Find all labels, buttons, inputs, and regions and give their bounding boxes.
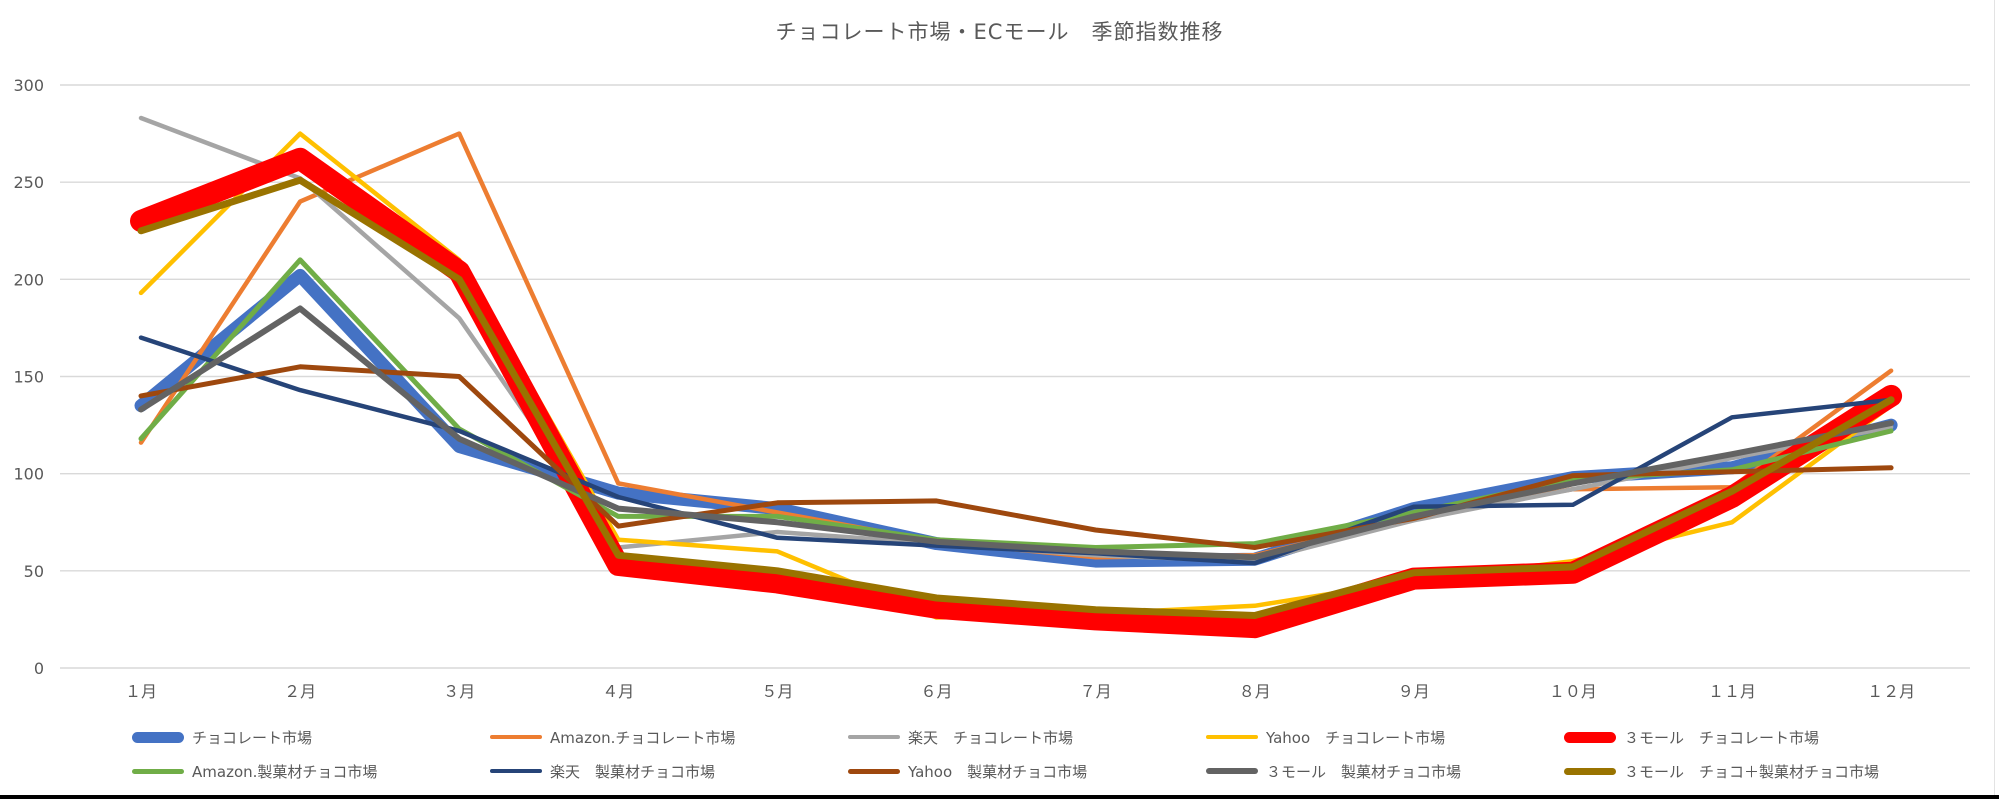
legend-item-5[interactable]: Amazon.製菓材チョコ市場 [132,762,378,781]
legend-label-9: ３モール チョコ＋製菓材チョコ市場 [1624,762,1880,781]
x-tick-label-9: ９月 [1398,682,1430,701]
chart-right-edge [1994,0,1995,795]
series-line-9[interactable] [137,176,1895,619]
legend-marker-icon-0 [132,731,184,743]
legend-label-6: 楽天 製菓材チョコ市場 [550,762,716,781]
x-tick-label-1: １月 [125,682,157,701]
legend-item-3[interactable]: Yahoo チョコレート市場 [1206,728,1446,747]
series-line-7[interactable] [138,364,1894,550]
x-tick-label-5: ５月 [761,682,793,701]
y-tick-label-100: 100 [13,465,44,484]
legend-label-3: Yahoo チョコレート市場 [1266,728,1446,747]
legend-marker-icon-7 [848,768,900,774]
x-tick-label-11: １１月 [1708,682,1756,701]
y-tick-label-250: 250 [13,173,44,192]
legend-item-6[interactable]: 楽天 製菓材チョコ市場 [490,762,716,781]
legend-label-4: ３モール チョコレート市場 [1624,728,1820,747]
legend-item-1[interactable]: Amazon.チョコレート市場 [490,728,736,747]
legend-marker-icon-9 [1564,767,1616,775]
series-line-4[interactable] [130,147,1903,639]
legend-item-2[interactable]: 楽天 チョコレート市場 [848,728,1074,747]
legend-marker-icon-1 [490,734,542,740]
x-tick-label-4: ４月 [602,682,634,701]
x-tick-label-8: ８月 [1239,682,1271,701]
legend-marker-icon-8 [1206,768,1258,774]
x-tick-label-10: １０月 [1549,682,1597,701]
legend-marker-icon-5 [132,768,184,774]
plot-area: 0 50 100 150 200 250 300 １月 ２月 ３月 ４月 ５月 ６月 ７月 ８月 ９月 １０月 １… [13,76,1970,701]
legend-label-7: Yahoo 製菓材チョコ市場 [908,762,1088,781]
series-line-8[interactable] [138,305,1895,561]
y-tick-label-0: 0 [34,659,44,678]
legend-item-7[interactable]: Yahoo 製菓材チョコ市場 [848,762,1088,781]
y-tick-label-200: 200 [13,270,44,289]
x-tick-label-2: ２月 [284,682,316,701]
x-tick-label-6: ６月 [920,682,952,701]
x-tick-label-3: ３月 [443,682,475,701]
chart-title: チョコレート市場・ECモール 季節指数推移 [775,20,1224,44]
y-tick-label-50: 50 [24,562,44,581]
legend-label-0: チョコレート市場 [192,728,313,747]
y-tick-label-150: 150 [13,368,44,387]
legend-label-1: Amazon.チョコレート市場 [550,728,736,747]
legend-marker-icon-3 [1206,734,1258,740]
legend-item-8[interactable]: ３モール 製菓材チョコ市場 [1206,762,1462,781]
legend-marker-icon-6 [490,768,542,774]
legend-marker-icon-2 [848,734,900,740]
legend-label-5: Amazon.製菓材チョコ市場 [192,762,378,781]
window-bottom-border [0,795,1999,799]
legend-marker-icon-4 [1564,731,1616,743]
x-tick-label-7: ７月 [1080,682,1112,701]
series-line-5[interactable] [138,257,1894,550]
y-tick-label-300: 300 [13,76,44,95]
legend-label-8: ３モール 製菓材チョコ市場 [1266,762,1462,781]
legend-item-9[interactable]: ３モール チョコ＋製菓材チョコ市場 [1564,762,1880,781]
x-tick-label-12: １２月 [1867,682,1915,701]
series-line-1[interactable] [138,131,1894,560]
legend-label-2: 楽天 チョコレート市場 [908,728,1074,747]
legend-item-0[interactable]: チョコレート市場 [132,728,313,747]
series-line-2[interactable] [138,115,1894,564]
legend-item-4[interactable]: ３モール チョコレート市場 [1564,728,1820,747]
